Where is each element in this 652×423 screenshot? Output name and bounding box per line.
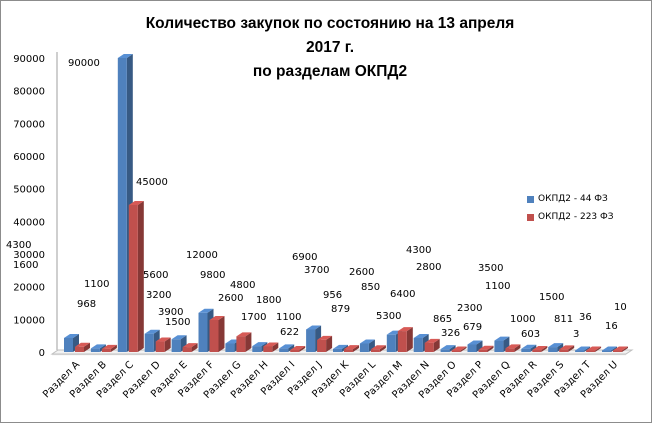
bar-44fz: [575, 346, 591, 352]
data-label-223fz: 850: [361, 282, 380, 293]
y-axis: 0 10000 20000 30000 40000 50000 60000 70000 8000…: [13, 52, 58, 359]
bar-223fz: [182, 343, 198, 352]
legend: ОКПД2 - 44 ФЗ ОКПД2 - 223 ФЗ: [527, 190, 614, 226]
bar-44fz: [279, 344, 295, 352]
bar-223fz: [478, 345, 494, 352]
bar-223fz: [559, 345, 575, 352]
legend-item-44fz: ОКПД2 - 44 ФЗ: [527, 190, 614, 208]
data-label-44fz: 1000: [510, 314, 535, 325]
data-label-223fz: 10: [614, 302, 627, 313]
bar-223fz: [532, 346, 548, 352]
bar-44fz: [548, 343, 564, 352]
data-label-44fz: 4300: [406, 245, 431, 256]
data-labels: 4300160011009689000045000560032003900150…: [6, 58, 627, 340]
data-label-223fz: 879: [331, 304, 350, 315]
y-tick-label: 0: [39, 348, 45, 359]
data-label-223fz: 6400: [390, 289, 415, 300]
legend-label-223fz: ОКПД2 - 223 ФЗ: [538, 212, 614, 222]
data-label-223fz: 3700: [304, 265, 329, 276]
data-label-223fz: 679: [463, 322, 482, 333]
data-label-44fz: 3500: [478, 263, 503, 274]
data-label-44fz: 2600: [218, 293, 243, 304]
data-label-44fz: 36: [579, 312, 592, 323]
data-label-223fz: 1500: [165, 317, 190, 328]
data-label-44fz: 3900: [158, 307, 183, 318]
data-label-44fz: 1100: [84, 279, 109, 290]
bar-223fz: [370, 345, 386, 352]
bar-44fz: [467, 340, 483, 352]
y-tick-label: 60000: [13, 152, 45, 163]
data-label-44fz: 6900: [292, 252, 317, 263]
data-label-44fz: 1100: [276, 312, 301, 323]
y-tick-label: 30000: [13, 250, 45, 261]
bar-223fz: [155, 337, 171, 352]
data-label-44fz: 16: [605, 321, 618, 332]
data-label-223fz: 2800: [416, 262, 441, 273]
legend-swatch-blue: [527, 195, 534, 203]
bar-223fz: [586, 346, 602, 352]
bar-223fz: [613, 346, 628, 352]
data-label-44fz: 90000: [68, 58, 100, 69]
bar-44fz: [521, 344, 537, 352]
data-label-223fz: 811: [554, 314, 573, 325]
bar-223fz: [505, 344, 521, 352]
chart-title: Количество закупок по состоянию на 13 ап…: [130, 12, 530, 84]
data-label-223fz: 968: [77, 299, 96, 310]
bar-223fz: [317, 335, 333, 352]
data-label-223fz: 3: [573, 329, 579, 340]
bar-44fz: [440, 345, 456, 352]
bar-223fz: [209, 315, 225, 352]
data-label-223fz: 326: [441, 328, 460, 339]
y-tick-label: 40000: [13, 217, 45, 228]
y-tick-label: 20000: [13, 283, 45, 294]
bar-223fz: [263, 342, 279, 352]
data-label-223fz: 4800: [230, 280, 255, 291]
y-tick-label: 10000: [13, 315, 45, 326]
bar-44fz: [333, 344, 348, 352]
data-label-44fz: 4300: [6, 240, 31, 251]
data-label-223fz: 9800: [200, 270, 225, 281]
data-label-44fz: 865: [433, 314, 452, 325]
bar-44fz: [602, 346, 617, 352]
data-label-223fz: 45000: [136, 177, 168, 188]
y-tick-label: 80000: [13, 87, 45, 98]
data-label-44fz: 1500: [539, 292, 564, 303]
data-label-44fz: 1800: [256, 295, 281, 306]
y-tick-label: 70000: [13, 119, 45, 130]
data-label-223fz: 1600: [13, 260, 38, 271]
data-label-223fz: 622: [280, 327, 299, 338]
y-tick-label: 90000: [13, 54, 45, 65]
bar-223fz: [424, 338, 440, 352]
chart-title-line-2: по разделам ОКПД2: [252, 63, 408, 80]
bar-223fz: [101, 344, 117, 352]
data-label-44fz: 956: [323, 290, 342, 301]
data-label-44fz: 5300: [376, 311, 401, 322]
chart-title-line-1: Количество закупок по состоянию на 13 ап…: [145, 15, 515, 56]
bar-223fz: [344, 345, 359, 352]
data-label-44fz: 2300: [457, 303, 482, 314]
bar-223fz: [290, 345, 306, 352]
data-label-44fz: 5600: [143, 270, 168, 281]
data-label-223fz: 1700: [241, 312, 266, 323]
bar-223fz: [397, 327, 413, 352]
data-label-44fz: 2600: [349, 267, 374, 278]
legend-label-44fz: ОКПД2 - 44 ФЗ: [538, 194, 608, 204]
bar-223fz: [451, 346, 467, 352]
data-label-223fz: 1100: [485, 281, 510, 292]
legend-item-223fz: ОКПД2 - 223 ФЗ: [527, 208, 614, 226]
bar-223fz: [75, 342, 90, 352]
bars: [64, 54, 628, 352]
bar-223fz: [128, 201, 144, 352]
data-label-44fz: 12000: [186, 250, 218, 261]
bar-223fz: [236, 332, 252, 352]
data-label-223fz: 603: [521, 329, 540, 340]
y-tick-label: 50000: [13, 185, 45, 196]
legend-swatch-red: [527, 213, 534, 221]
data-label-223fz: 3200: [146, 290, 171, 301]
